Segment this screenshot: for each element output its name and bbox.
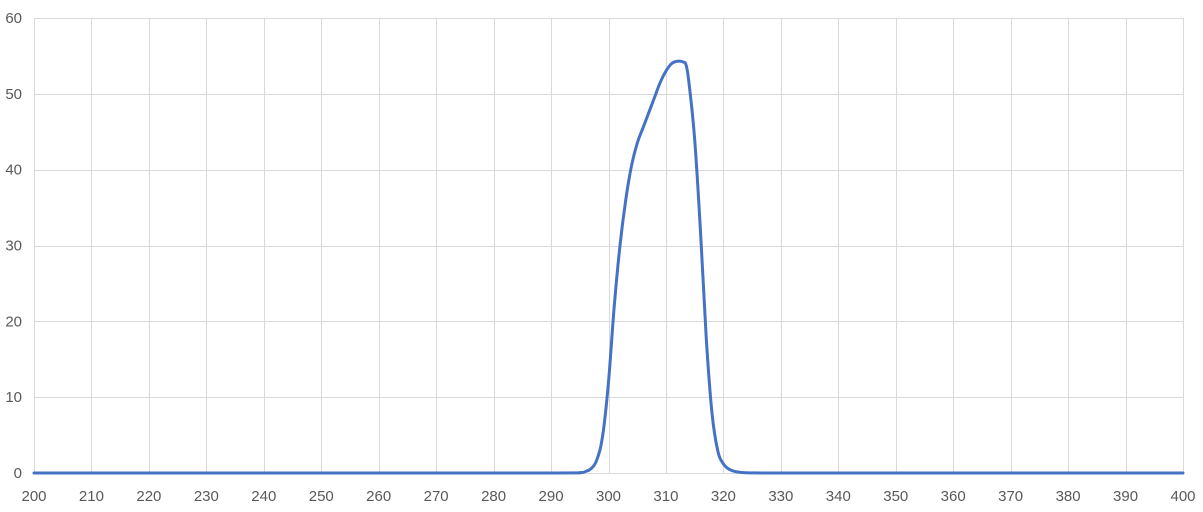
- y-tick-labels: 0 10 20 30 40 50 60: [5, 10, 22, 482]
- x-tick-label: 390: [1113, 488, 1138, 505]
- x-tick-label: 310: [653, 488, 678, 505]
- y-tick-label: 10: [5, 389, 22, 406]
- x-tick-label: 280: [481, 488, 506, 505]
- x-tick-label: 230: [194, 488, 219, 505]
- x-tick-label: 370: [998, 488, 1023, 505]
- x-tick-labels: 200 210 220 230 240 250 260 270 280 290 300 310 320 3…: [21, 488, 1195, 505]
- x-tick-label: 220: [136, 488, 161, 505]
- gridlines: [34, 18, 1184, 474]
- series: [32, 59, 1185, 475]
- x-tick-label: 340: [826, 488, 851, 505]
- x-tick-label: 290: [539, 488, 564, 505]
- series-line-1: [32, 59, 1185, 475]
- x-tick-label: 200: [21, 488, 46, 505]
- y-tick-label: 60: [5, 10, 22, 27]
- x-tick-label: 330: [768, 488, 793, 505]
- y-tick-label: 30: [5, 238, 22, 255]
- x-tick-label: 380: [1056, 488, 1081, 505]
- x-tick-label: 270: [424, 488, 449, 505]
- x-tick-label: 360: [941, 488, 966, 505]
- x-tick-label: 260: [366, 488, 391, 505]
- x-tick-label: 400: [1170, 488, 1195, 505]
- x-tick-label: 250: [309, 488, 334, 505]
- x-tick-label: 350: [883, 488, 908, 505]
- x-tick-label: 240: [251, 488, 276, 505]
- y-tick-label: 50: [5, 86, 22, 103]
- y-tick-label: 20: [5, 313, 22, 330]
- x-tick-label: 300: [596, 488, 621, 505]
- x-tick-label: 320: [711, 488, 736, 505]
- y-tick-label: 0: [14, 465, 22, 482]
- y-tick-label: 40: [5, 162, 22, 179]
- x-tick-label: 210: [79, 488, 104, 505]
